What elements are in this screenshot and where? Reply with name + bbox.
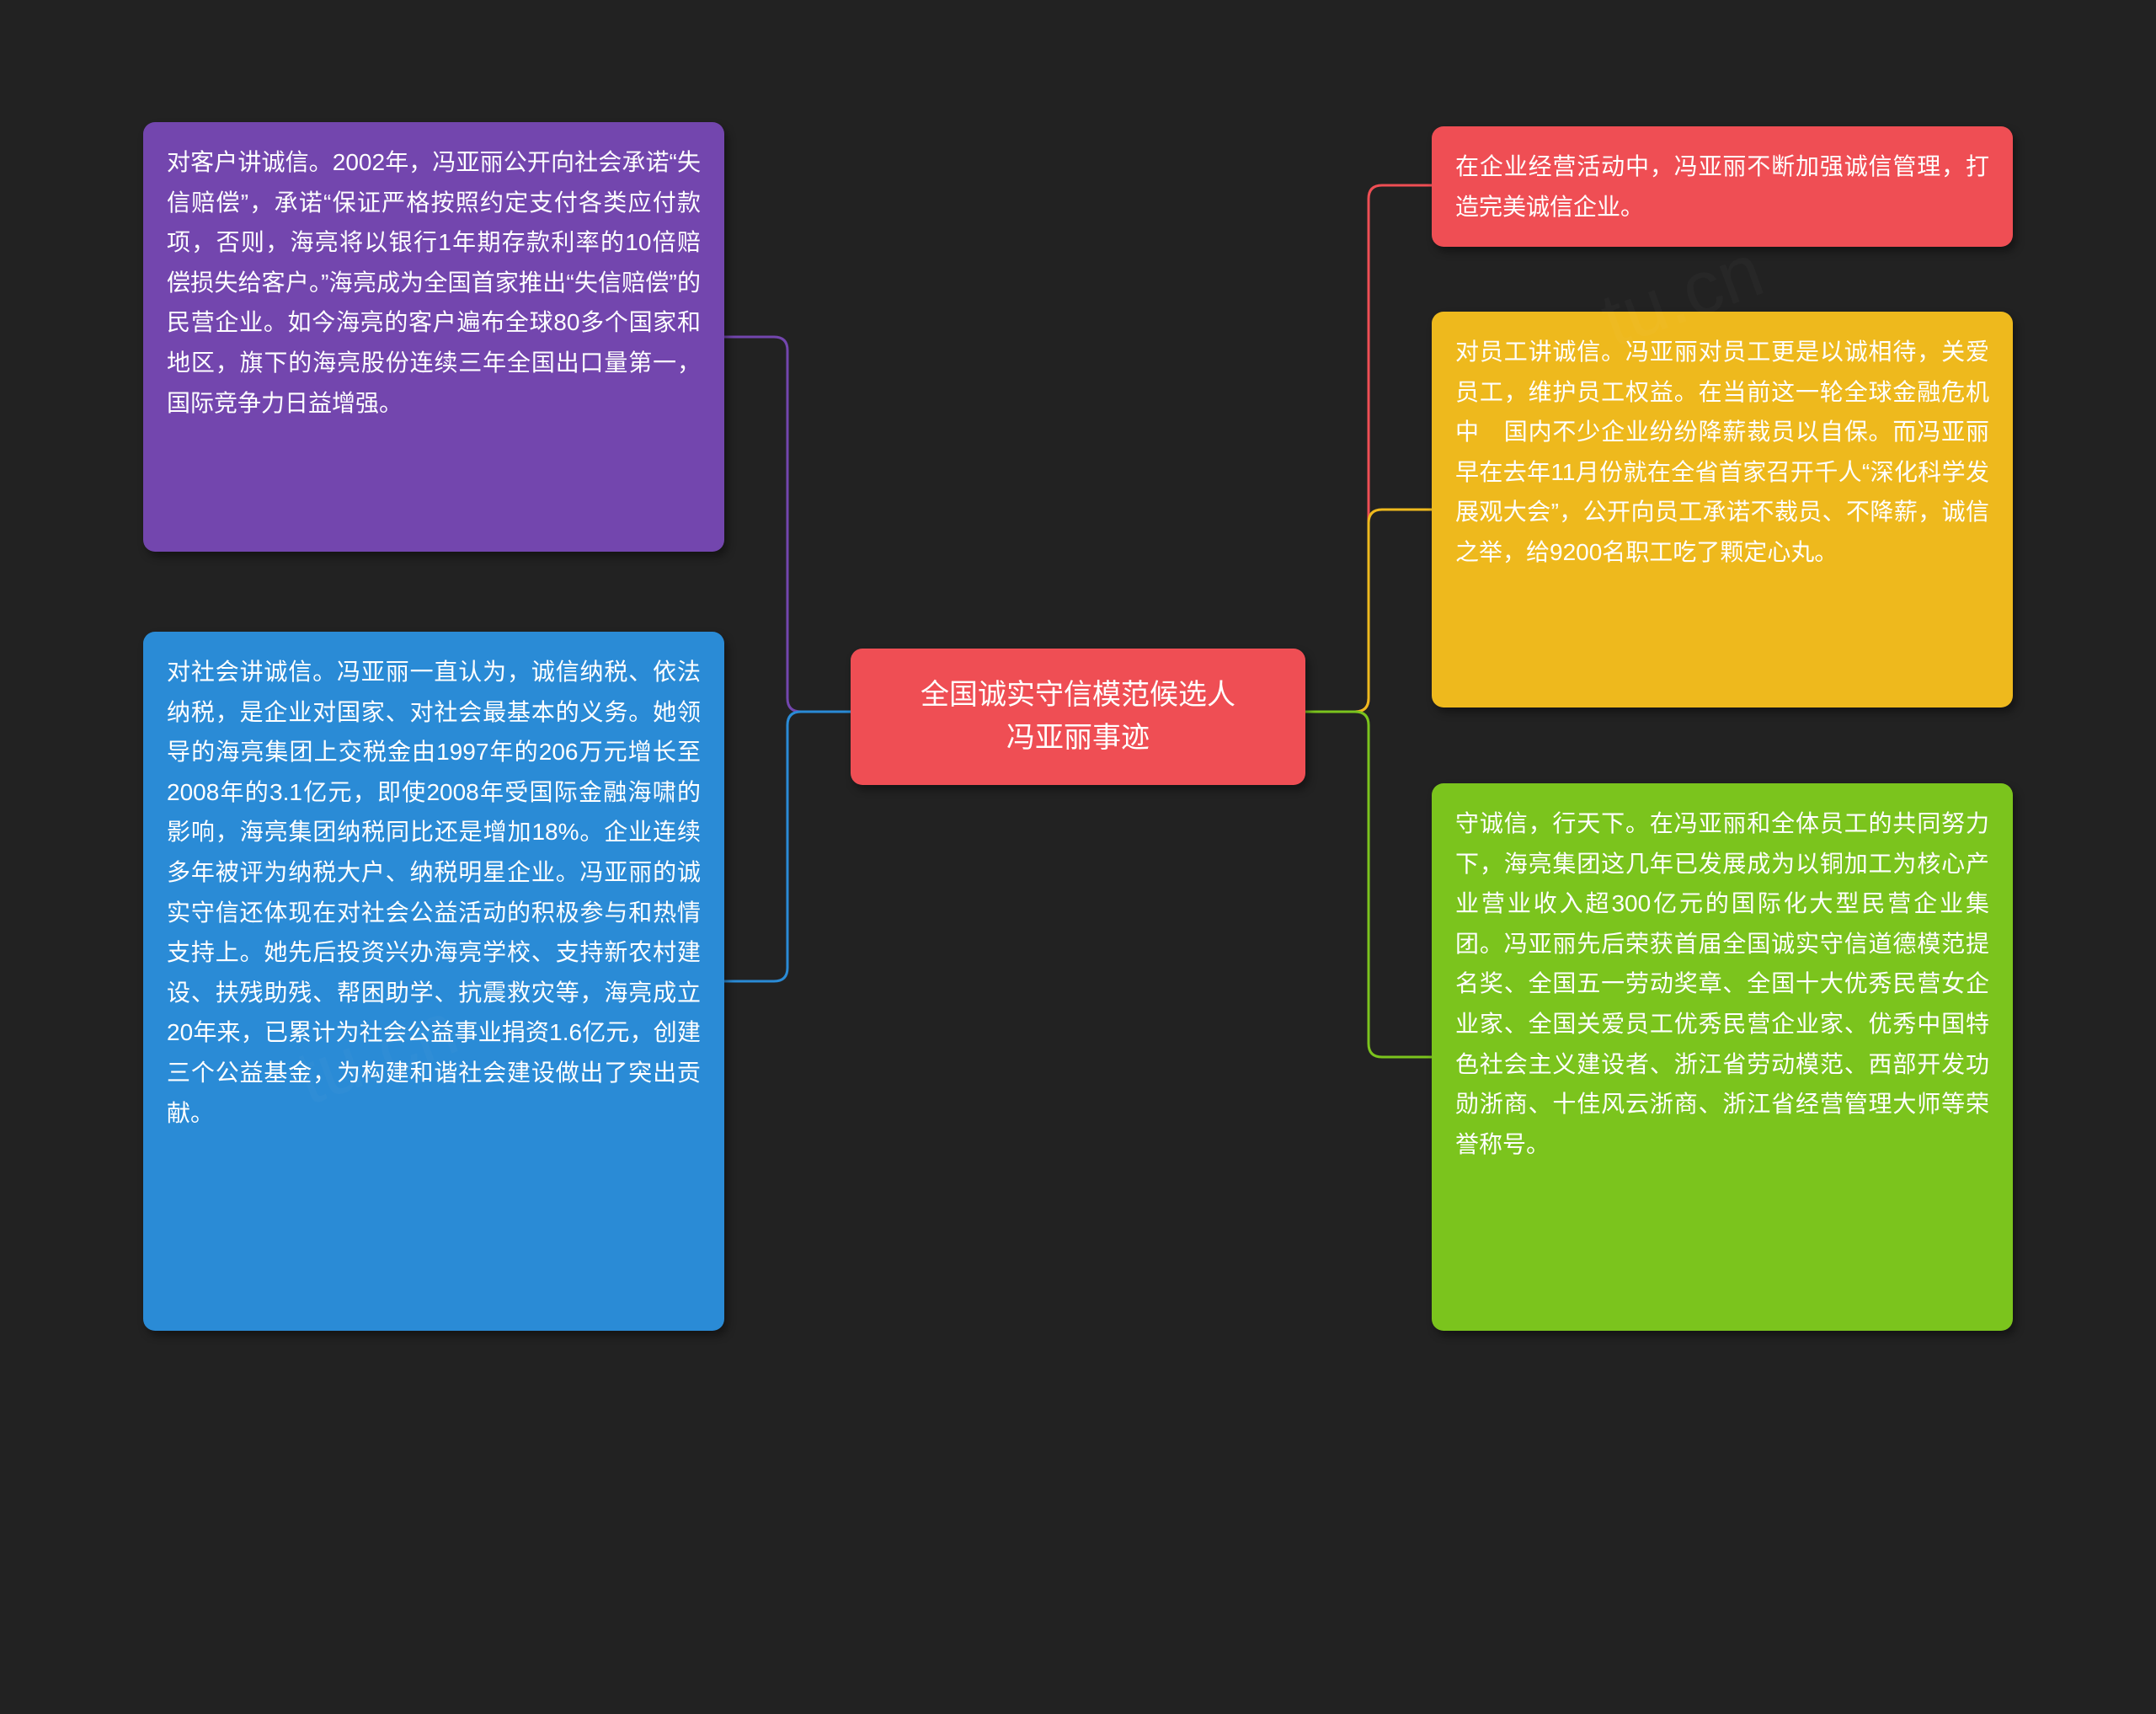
center-node[interactable]: 全国诚实守信模范候选人冯亚丽事迹 <box>851 649 1305 785</box>
right-node-right-green[interactable]: 守诚信，行天下。在冯亚丽和全体员工的共同努力下，海亮集团这几年已发展成为以铜加工… <box>1432 783 2013 1331</box>
connector <box>724 337 851 712</box>
right-node-right-yellow[interactable]: 对员工讲诚信。冯亚丽对员工更是以诚相待，关爱员工，维护员工权益。在当前这一轮全球… <box>1432 312 2013 707</box>
connector <box>1305 712 1432 1057</box>
left-node-left-blue[interactable]: 对社会讲诚信。冯亚丽一直认为，诚信纳税、依法纳税，是企业对国家、对社会最基本的义… <box>143 632 724 1331</box>
connector <box>1305 185 1432 712</box>
right-node-right-red[interactable]: 在企业经营活动中，冯亚丽不断加强诚信管理，打造完美诚信企业。 <box>1432 126 2013 247</box>
connector <box>724 712 851 981</box>
left-node-left-purple[interactable]: 对客户讲诚信。2002年，冯亚丽公开向社会承诺“失信赔偿”，承诺“保证严格按照约… <box>143 122 724 552</box>
connector <box>1305 510 1432 712</box>
